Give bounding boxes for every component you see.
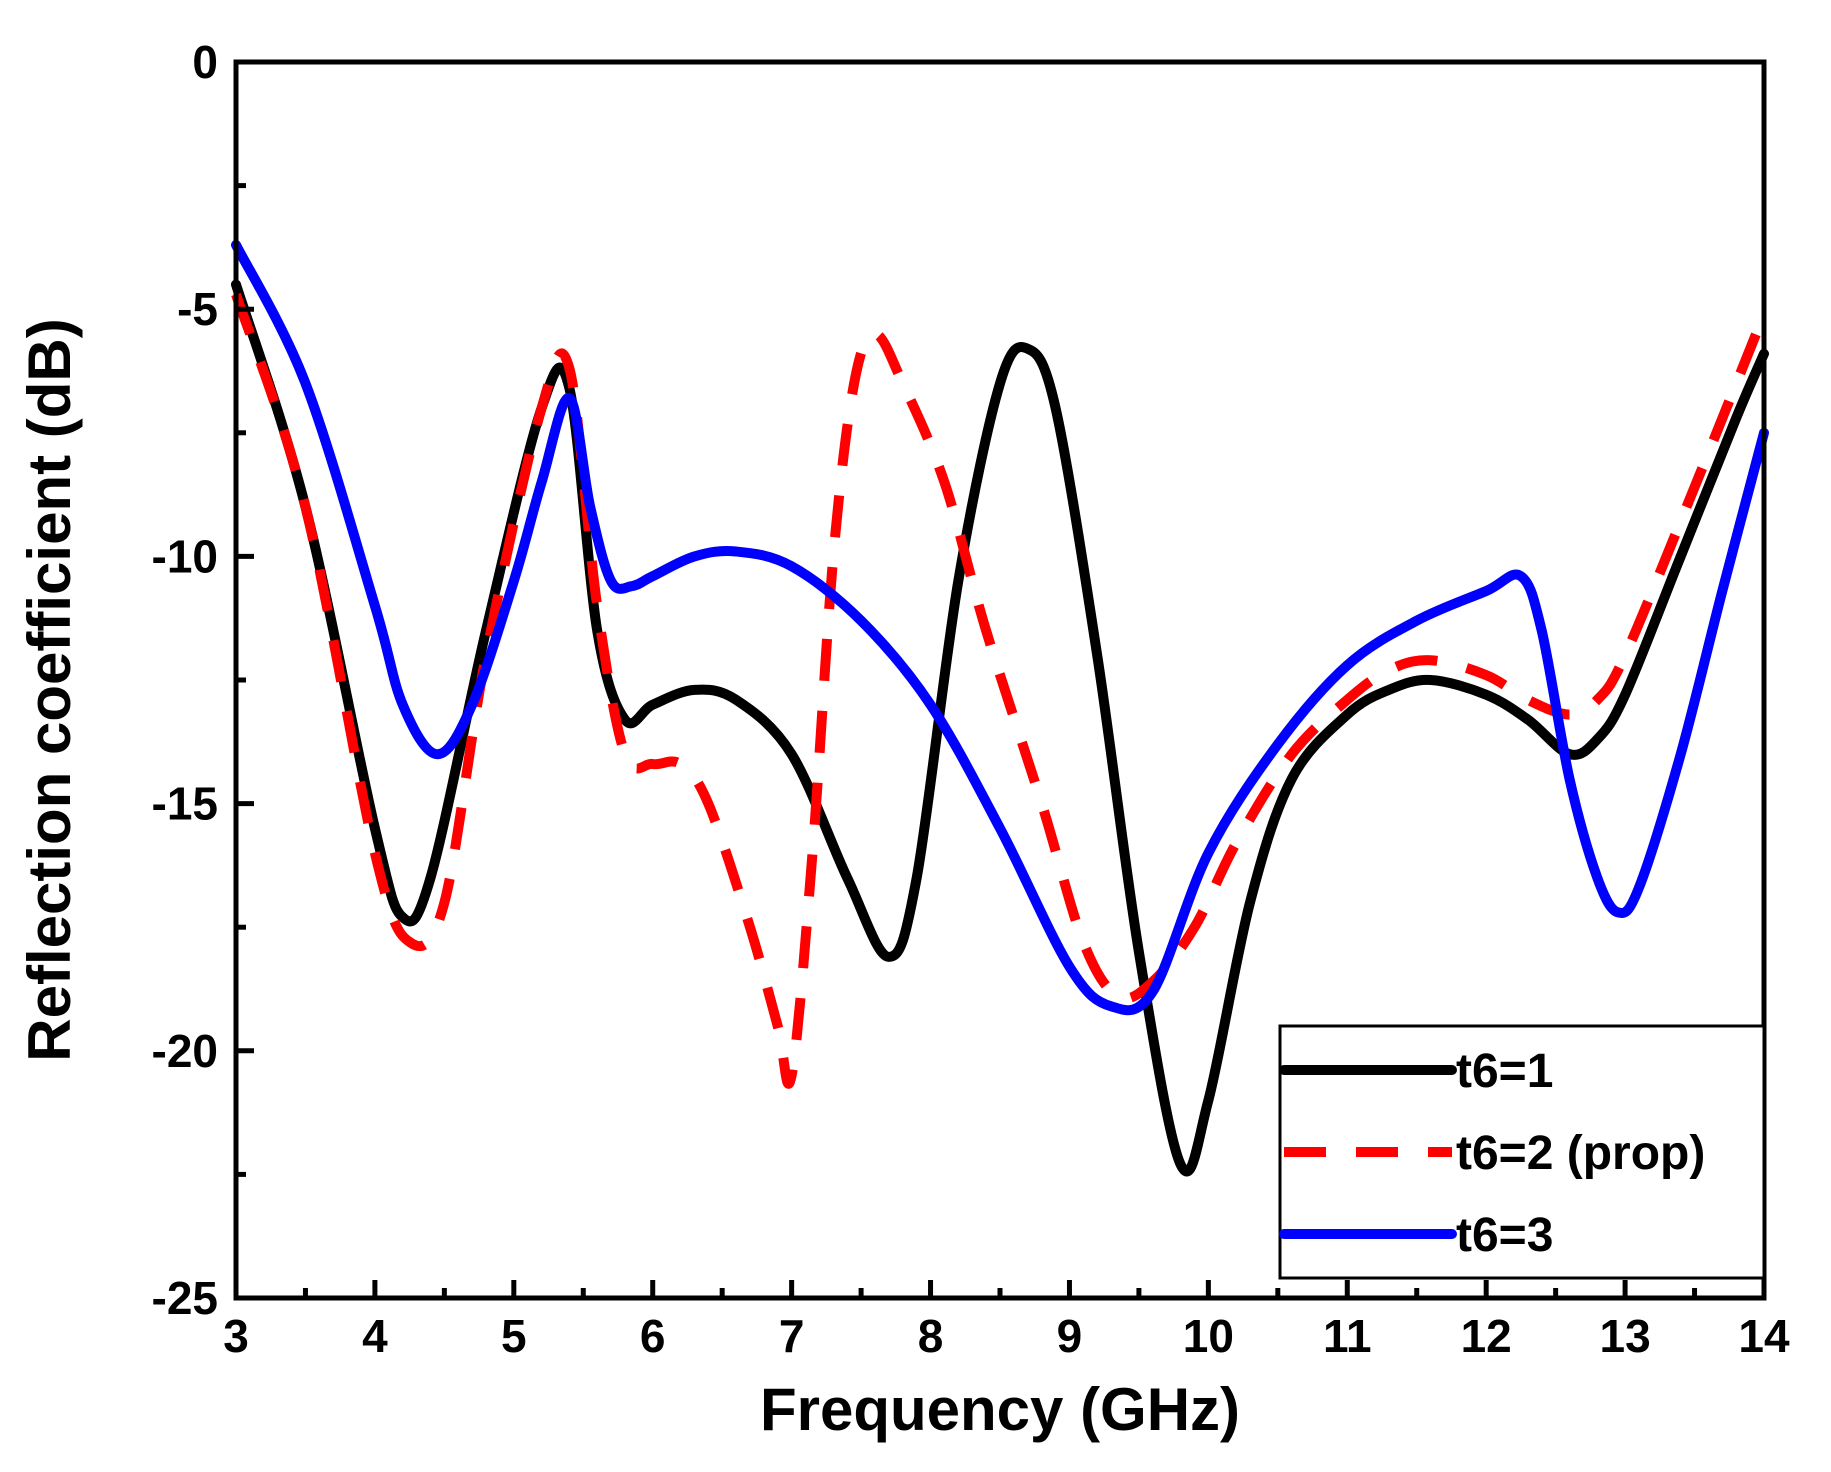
series-line-2 bbox=[231, 292, 1769, 1089]
legend-label-2: t6=2 (prop) bbox=[1456, 1127, 1705, 1180]
legend-items: t6=1 t6=2 (prop) t6=3 bbox=[1279, 1045, 1705, 1262]
x-tick-label: 6 bbox=[640, 1310, 666, 1362]
y-tick-label: -15 bbox=[152, 778, 218, 830]
x-tick-label: 3 bbox=[223, 1310, 249, 1362]
y-tick-label: -10 bbox=[152, 530, 218, 582]
y-tick-label: -25 bbox=[152, 1272, 218, 1324]
x-tick-label: 4 bbox=[362, 1310, 388, 1362]
x-tick-label: 8 bbox=[918, 1310, 944, 1362]
legend-label-1: t6=1 bbox=[1456, 1045, 1553, 1098]
x-tick-label: 9 bbox=[1057, 1310, 1083, 1362]
y-axis-title: Reflection coefficient (dB) bbox=[16, 318, 83, 1061]
series-layer bbox=[231, 239, 1769, 1177]
legend-label-3: t6=3 bbox=[1456, 1209, 1553, 1262]
legend: t6=1 t6=2 (prop) t6=3 bbox=[1278, 1024, 1766, 1280]
x-axis-title: Frequency (GHz) bbox=[760, 1376, 1240, 1443]
tick-labels-layer: 3 4 5 6 7 8 9 10 11 12 13 14 0 -5 -10 -15 -20 -25 bbox=[152, 36, 1790, 1362]
y-tick-label: -5 bbox=[177, 283, 218, 335]
x-tick-label: 10 bbox=[1183, 1310, 1234, 1362]
x-tick-label: 11 bbox=[1323, 1310, 1372, 1362]
x-tick-label: 5 bbox=[501, 1310, 527, 1362]
series-line-3 bbox=[231, 239, 1769, 1016]
y-tick-label: 0 bbox=[192, 36, 218, 88]
ticks-layer bbox=[233, 59, 1767, 1301]
y-tick-label: -20 bbox=[152, 1025, 218, 1077]
x-tick-label: 12 bbox=[1461, 1310, 1512, 1362]
x-tick-label: 7 bbox=[779, 1310, 805, 1362]
x-tick-label: 13 bbox=[1600, 1310, 1651, 1362]
x-tick-label: 14 bbox=[1738, 1310, 1790, 1362]
